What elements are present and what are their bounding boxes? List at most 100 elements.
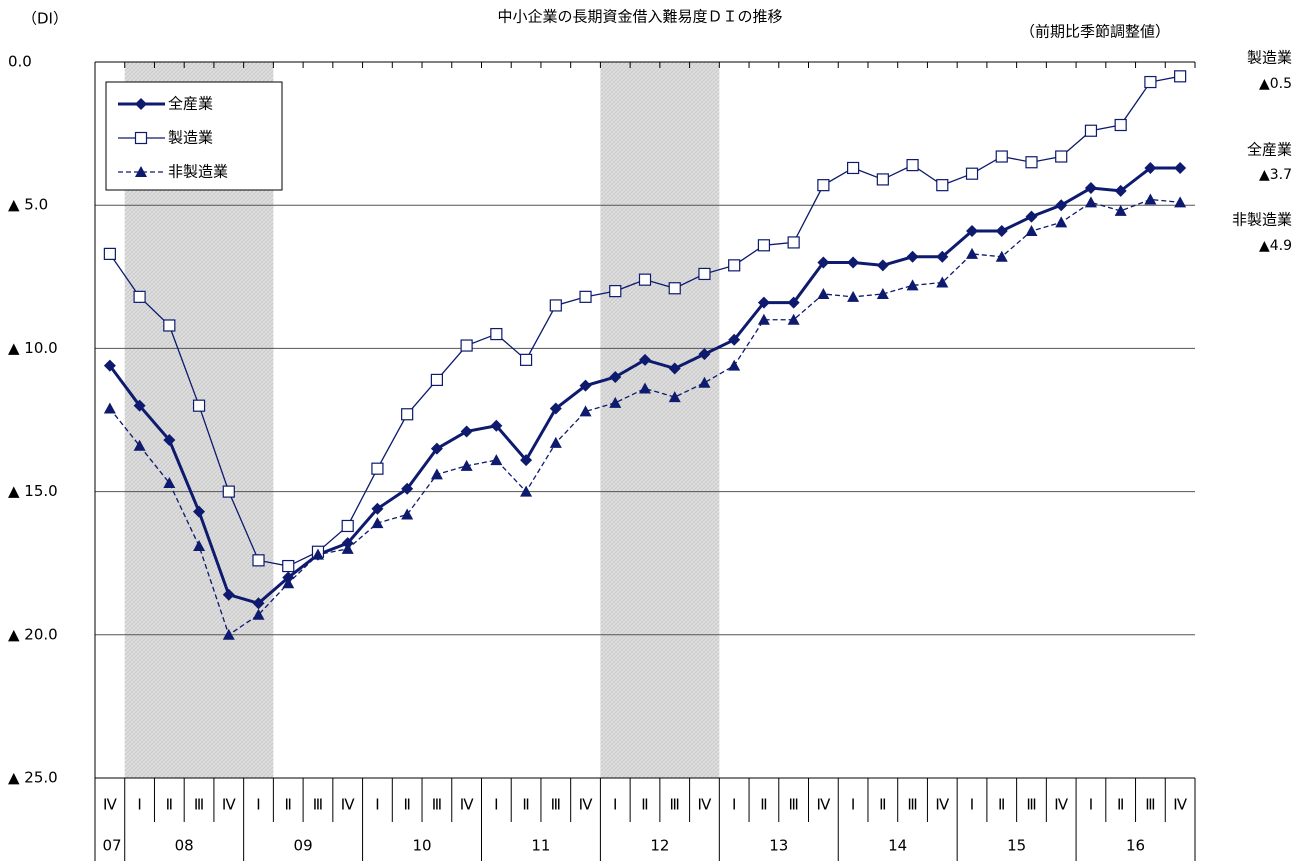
legend-label: 非製造業 (168, 163, 228, 181)
point (282, 559, 295, 573)
point (341, 519, 354, 533)
y-tick-label: ▲ 25.0 (8, 769, 58, 787)
legend-label: 製造業 (168, 129, 213, 147)
x-tick-label: Ⅲ (1026, 796, 1036, 814)
x-tick-label: Ⅱ (760, 796, 767, 814)
x-tick-label: Ⅱ (285, 796, 292, 814)
point (1084, 196, 1097, 208)
end-label-value: ▲0.5 (1259, 76, 1292, 92)
x-tick-label: Ⅰ (256, 796, 260, 814)
point (460, 425, 473, 438)
point (757, 296, 770, 309)
x-tick-label: Ⅳ (579, 796, 593, 814)
y-tick-label: 0.0 (8, 53, 32, 71)
point (876, 259, 889, 272)
point (193, 505, 206, 518)
point (995, 250, 1008, 262)
point (995, 150, 1008, 163)
point (135, 98, 147, 110)
point (460, 339, 473, 352)
x-tick-label: Ⅳ (698, 796, 712, 814)
x-tick-label: Ⅲ (907, 796, 917, 814)
x-tick-label: Ⅱ (1117, 796, 1124, 814)
y-tick-label: ▲ 5.0 (8, 196, 48, 214)
end-label-name: 製造業 (1247, 49, 1292, 67)
point (341, 542, 354, 554)
x-tick-label: Ⅰ (613, 796, 617, 814)
point (490, 419, 503, 432)
point (906, 250, 919, 263)
point (401, 508, 414, 520)
x-tick-label: Ⅳ (816, 796, 830, 814)
x-tick-label: Ⅱ (879, 796, 886, 814)
point (103, 402, 116, 414)
series (103, 193, 1187, 640)
point (163, 477, 176, 489)
point (817, 256, 830, 269)
point (222, 628, 235, 640)
point (639, 353, 651, 366)
year-label: 15 (1007, 837, 1026, 855)
x-tick-label: Ⅰ (494, 796, 498, 814)
point (757, 313, 770, 325)
point (252, 554, 265, 567)
x-tick-label: Ⅱ (522, 796, 529, 814)
point (490, 454, 503, 466)
point (1144, 193, 1157, 205)
point (936, 276, 949, 288)
point (222, 588, 235, 601)
point (698, 376, 711, 388)
x-tick-label: Ⅰ (375, 796, 379, 814)
point (103, 359, 116, 372)
point (847, 256, 860, 269)
point (311, 548, 324, 560)
x-tick-label: Ⅳ (935, 796, 949, 814)
point (1144, 75, 1157, 89)
x-tick-label: Ⅰ (137, 796, 141, 814)
x-tick-label: Ⅰ (732, 796, 736, 814)
x-tick-label: Ⅲ (1145, 796, 1155, 814)
year-label: 09 (294, 837, 313, 855)
point (371, 502, 384, 515)
point (1144, 161, 1157, 174)
x-tick-label: Ⅱ (403, 796, 410, 814)
point (222, 485, 235, 498)
point (1114, 118, 1127, 132)
point (1084, 124, 1098, 137)
point (876, 287, 889, 299)
point (579, 290, 592, 303)
point (1025, 210, 1038, 223)
point (579, 379, 592, 392)
year-label: 07 (102, 837, 121, 855)
point (609, 285, 622, 298)
point (906, 159, 919, 172)
point (192, 399, 206, 412)
x-tick-label: Ⅰ (1089, 796, 1093, 814)
year-label: 13 (769, 837, 788, 855)
point (193, 540, 206, 552)
shaded-period (600, 62, 720, 778)
x-tick-label: Ⅳ (460, 796, 474, 814)
point (282, 577, 295, 589)
x-tick-label: Ⅲ (194, 796, 204, 814)
end-label-value: ▲4.9 (1259, 238, 1292, 254)
x-tick-label: Ⅳ (222, 796, 236, 814)
year-label: 12 (650, 837, 669, 855)
point (966, 224, 979, 237)
point (639, 382, 651, 394)
point (103, 247, 116, 260)
point (460, 459, 473, 471)
year-label: 16 (1126, 837, 1145, 855)
point (1025, 224, 1038, 236)
point (1055, 216, 1068, 228)
x-tick-label: Ⅱ (166, 796, 173, 814)
point (1084, 182, 1097, 195)
legend-label: 全産業 (168, 95, 213, 113)
point (757, 239, 771, 252)
point (728, 333, 741, 346)
point (728, 259, 741, 272)
chart-subtitle: （前期比季節調整値） (1020, 23, 1170, 41)
point (936, 250, 949, 263)
x-tick-label: Ⅳ (1054, 796, 1068, 814)
